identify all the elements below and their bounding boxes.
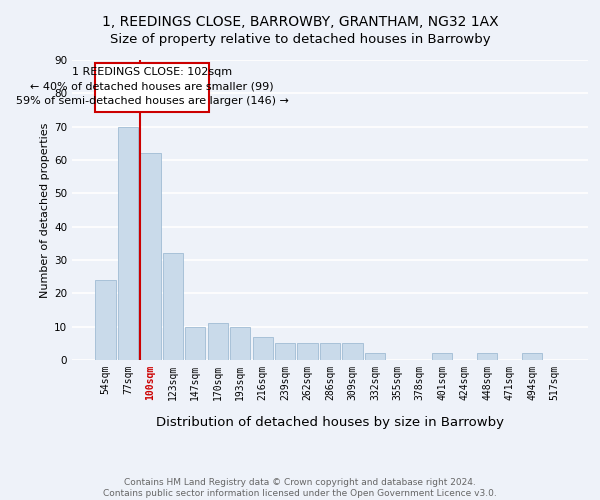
- Text: Contains HM Land Registry data © Crown copyright and database right 2024.
Contai: Contains HM Land Registry data © Crown c…: [103, 478, 497, 498]
- Bar: [365, 354, 385, 360]
- Bar: [298, 344, 317, 360]
- Bar: [477, 354, 497, 360]
- Bar: [140, 154, 161, 360]
- Bar: [253, 336, 273, 360]
- Text: Size of property relative to detached houses in Barrowby: Size of property relative to detached ho…: [110, 32, 490, 46]
- Bar: [185, 326, 205, 360]
- Bar: [432, 354, 452, 360]
- Text: Distribution of detached houses by size in Barrowby: Distribution of detached houses by size …: [156, 416, 504, 429]
- Text: 1, REEDINGS CLOSE, BARROWBY, GRANTHAM, NG32 1AX: 1, REEDINGS CLOSE, BARROWBY, GRANTHAM, N…: [101, 15, 499, 29]
- Y-axis label: Number of detached properties: Number of detached properties: [40, 122, 50, 298]
- Bar: [522, 354, 542, 360]
- Bar: [320, 344, 340, 360]
- Bar: [343, 344, 362, 360]
- Bar: [118, 126, 138, 360]
- FancyBboxPatch shape: [95, 64, 209, 112]
- Text: 1 REEDINGS CLOSE: 102sqm
← 40% of detached houses are smaller (99)
59% of semi-d: 1 REEDINGS CLOSE: 102sqm ← 40% of detach…: [16, 67, 289, 106]
- Bar: [208, 324, 228, 360]
- Bar: [275, 344, 295, 360]
- Bar: [230, 326, 250, 360]
- Bar: [163, 254, 183, 360]
- Bar: [95, 280, 116, 360]
